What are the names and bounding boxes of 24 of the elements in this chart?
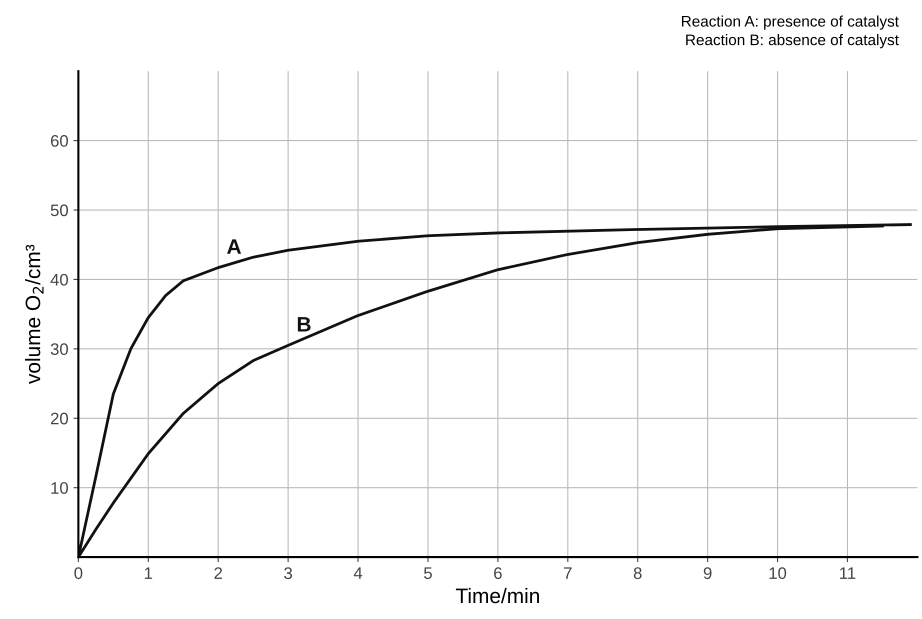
x-tick-label: 4	[354, 567, 362, 579]
y-tick-label: 30	[50, 343, 68, 356]
series-label: A	[227, 239, 242, 254]
y-tick-label: 40	[50, 274, 68, 286]
y-tick-label: 10	[51, 482, 68, 494]
x-tick-label: 0	[74, 567, 82, 580]
x-tick-label: 11	[840, 567, 856, 579]
text: Reaction B: absence of catalyst	[686, 34, 899, 48]
x-tick-label: 9	[704, 567, 712, 580]
y-tick-label: 20	[50, 412, 68, 424]
x-tick-label: 6	[494, 567, 502, 580]
x-axis-title: Time/min	[456, 588, 539, 604]
x-tick-label: 8	[634, 567, 642, 580]
y-axis-title: volume O$_{2}$/cm³	[25, 244, 44, 384]
x-tick-label: 1	[144, 567, 152, 579]
x-tick-label: 3	[284, 567, 292, 580]
x-tick-label: 2	[214, 567, 222, 579]
x-tick-label: 10	[770, 567, 786, 580]
x-tick-label: 7	[564, 567, 572, 579]
y-tick-label: 50	[50, 204, 68, 216]
y-tick-label: 60	[50, 135, 68, 147]
x-tick-label: 5	[424, 567, 432, 580]
series-label: B	[298, 317, 311, 332]
text: Reaction A: presence of catalyst	[682, 15, 899, 30]
